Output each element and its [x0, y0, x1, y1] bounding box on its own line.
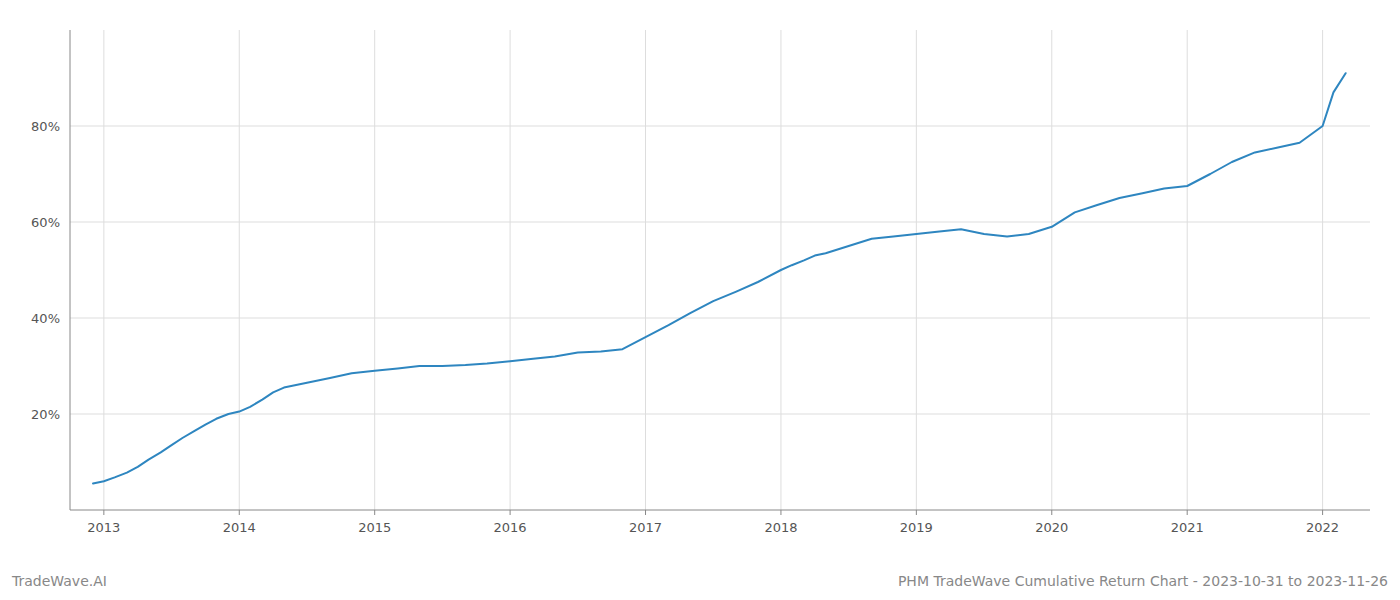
- x-grid-line: [103, 30, 104, 510]
- y-tick-label: 20%: [31, 407, 60, 422]
- y-axis: 20% 40% 60% 80%: [31, 119, 60, 422]
- line: [93, 73, 1346, 483]
- x-tick-label: 2021: [1171, 520, 1204, 535]
- x-tick: [1187, 510, 1188, 515]
- x-tick-label: 2014: [223, 520, 256, 535]
- x-grid-line: [1322, 30, 1323, 510]
- x-tick: [103, 510, 104, 515]
- x-tick-label: 2017: [629, 520, 662, 535]
- x-tick-label: 2020: [1035, 520, 1068, 535]
- x-tick: [1322, 510, 1323, 515]
- grid: [70, 30, 1370, 510]
- y-grid-line: [70, 414, 1370, 415]
- x-tick-label: 2019: [900, 520, 933, 535]
- x-grid-line: [916, 30, 917, 510]
- x-tick-label: 2015: [358, 520, 391, 535]
- x-tick: [1051, 510, 1052, 515]
- x-tick: [645, 510, 646, 515]
- x-grid-line: [645, 30, 646, 510]
- x-tick: [374, 510, 375, 515]
- y-grid-line: [70, 222, 1370, 223]
- x-tick: [916, 510, 917, 515]
- y-axis-line: [70, 30, 71, 510]
- x-grid-line: [374, 30, 375, 510]
- y-tick-label: 80%: [31, 119, 60, 134]
- y-tick-label: 60%: [31, 215, 60, 230]
- x-tick-label: 2022: [1306, 520, 1339, 535]
- y-tick-label: 40%: [31, 311, 60, 326]
- x-axis: 2013 2014 2015 2016 2017 2018 2019 2020 2021 2022: [87, 510, 1339, 535]
- x-tick-label: 2018: [764, 520, 797, 535]
- chart: 2013 2014 2015 2016 2017 2018 2019 2020 2021 2022…: [0, 0, 1400, 600]
- plot-area: [93, 73, 1346, 483]
- x-grid-line: [1051, 30, 1052, 510]
- x-tick-label: 2016: [494, 520, 527, 535]
- y-grid-line: [70, 318, 1370, 319]
- x-grid-line: [1187, 30, 1188, 510]
- watermark: TradeWave.AI: [11, 573, 107, 589]
- title: PHM TradeWave Cumulative Return Chart - …: [898, 573, 1388, 589]
- y-grid-line: [70, 126, 1370, 127]
- x-grid-line: [510, 30, 511, 510]
- x-tick: [780, 510, 781, 515]
- x-tick-label: 2013: [87, 520, 120, 535]
- x-tick: [239, 510, 240, 515]
- x-axis-line: [70, 510, 1370, 511]
- x-grid-line: [239, 30, 240, 510]
- x-tick: [510, 510, 511, 515]
